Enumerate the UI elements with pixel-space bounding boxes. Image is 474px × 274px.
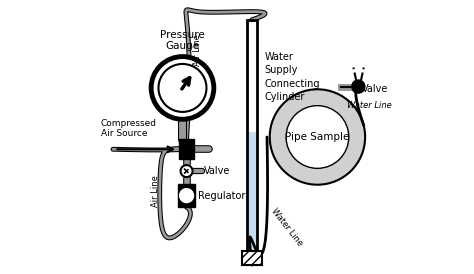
Bar	[178, 184, 195, 207]
Text: Air Line: Air Line	[151, 176, 160, 207]
Text: Valve: Valve	[204, 166, 230, 176]
Text: Water
Supply
Connecting
Cylinder: Water Supply Connecting Cylinder	[264, 52, 320, 102]
Bar	[242, 252, 262, 265]
Circle shape	[270, 89, 365, 185]
Text: Compressed
Air Source: Compressed Air Source	[101, 119, 157, 138]
Bar	[246, 20, 257, 252]
Text: Valve: Valve	[362, 84, 388, 94]
Circle shape	[180, 189, 193, 202]
Text: Water Line: Water Line	[347, 101, 392, 110]
Bar	[246, 132, 257, 252]
Circle shape	[158, 64, 207, 112]
Circle shape	[181, 165, 192, 177]
Text: Pressure
Gauge: Pressure Gauge	[160, 30, 205, 51]
Text: Water Line: Water Line	[270, 206, 305, 247]
Text: Air Line: Air Line	[192, 34, 201, 66]
Text: Regulator: Regulator	[198, 191, 245, 201]
Circle shape	[151, 56, 214, 119]
Text: Pipe Sample: Pipe Sample	[285, 132, 350, 142]
Bar	[180, 139, 194, 159]
Circle shape	[352, 80, 365, 93]
Circle shape	[286, 106, 349, 168]
